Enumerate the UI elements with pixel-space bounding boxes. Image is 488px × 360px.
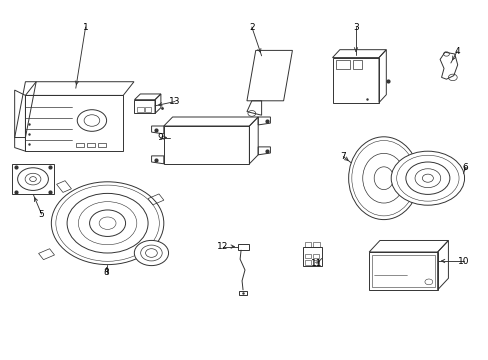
Text: 3: 3 xyxy=(352,22,358,31)
Bar xyxy=(148,194,163,205)
Text: 11: 11 xyxy=(310,259,322,268)
Bar xyxy=(305,260,310,265)
Text: 10: 10 xyxy=(457,256,468,265)
Text: 12: 12 xyxy=(217,242,228,251)
Bar xyxy=(137,107,143,112)
Bar xyxy=(163,126,249,164)
Bar xyxy=(336,60,349,69)
Text: 1: 1 xyxy=(82,22,88,31)
Text: 4: 4 xyxy=(453,46,459,55)
Bar xyxy=(371,255,434,287)
Bar xyxy=(134,100,155,113)
Text: 8: 8 xyxy=(103,269,109,277)
Bar xyxy=(352,60,361,69)
Bar xyxy=(304,242,311,247)
Text: 13: 13 xyxy=(169,97,181,106)
Text: 7: 7 xyxy=(340,152,346,161)
Bar xyxy=(143,253,159,265)
Bar xyxy=(12,164,54,194)
Bar xyxy=(312,254,318,258)
Bar xyxy=(39,249,54,260)
Circle shape xyxy=(134,240,168,266)
Bar xyxy=(76,143,84,147)
Bar xyxy=(332,58,378,103)
Bar xyxy=(25,95,123,151)
Bar xyxy=(239,291,246,295)
Bar xyxy=(145,107,151,112)
Text: 9: 9 xyxy=(157,133,163,142)
Text: 6: 6 xyxy=(462,163,468,172)
Text: 2: 2 xyxy=(248,22,254,31)
Bar xyxy=(238,244,248,250)
Bar xyxy=(313,242,320,247)
Circle shape xyxy=(390,151,464,205)
Text: 5: 5 xyxy=(39,210,44,219)
Bar xyxy=(57,181,71,192)
Bar xyxy=(87,143,95,147)
Bar xyxy=(98,143,105,147)
Bar xyxy=(305,254,310,258)
Bar xyxy=(368,252,437,290)
Bar xyxy=(303,247,321,266)
Bar xyxy=(312,260,318,265)
